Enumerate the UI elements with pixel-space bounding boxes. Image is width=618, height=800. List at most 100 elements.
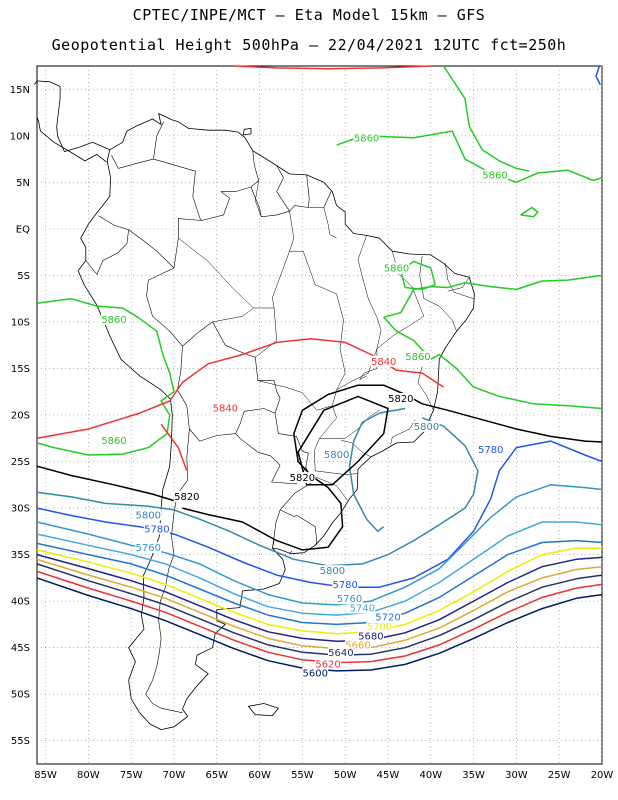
contour-value-label: 5620 [315,659,340,670]
contour-value-label: 5760 [136,543,161,554]
lon-tick-label: 80W [77,770,100,781]
height-contour [36,547,602,635]
lat-tick-label: 15N [10,85,30,96]
state-border [357,235,382,369]
contour-value-label: 5780 [144,524,169,535]
state-border [178,238,254,309]
lat-tick-label: EQ [16,224,30,235]
contour-label-background [481,169,508,181]
height-contour [36,417,479,567]
state-border [359,368,377,380]
contour-value-label: 5780 [478,445,503,456]
lat-tick-label: 20S [11,411,30,422]
contour-value-label: 5780 [332,580,357,591]
lat-tick-label: 45S [11,643,30,654]
south-america-coastline [77,113,475,730]
contour-label-background [143,523,170,535]
state-border [323,207,337,239]
country-border [279,509,318,546]
height-contour [442,65,530,172]
lon-tick-label: 85W [34,770,57,781]
country-border [235,413,309,485]
contour-label-background [345,639,372,651]
contour-label-background [302,667,329,679]
contour-value-label: 5720 [375,613,400,624]
central-america-pacific-coast [36,117,107,163]
height-contour [383,316,603,410]
country-border [289,550,293,554]
height-contour-closed [297,395,389,486]
state-border [289,250,346,406]
lon-tick-label: 65W [205,770,228,781]
map-subtitle: Geopotential Height 500hPa – 22/04/2021 … [51,36,567,54]
contour-value-label: 5680 [358,631,383,642]
contour-value-label: 5800 [320,566,345,577]
falklands-outline [248,703,279,716]
contour-value-label: 5740 [350,603,375,614]
state-border [319,410,380,439]
lon-tick-label: 40W [419,770,442,781]
contour-value-label: 5840 [213,403,238,414]
country-border [177,389,276,442]
height-contour [36,577,603,672]
state-border [447,277,470,292]
height-contour [36,337,445,440]
contour-value-label: 5700 [367,622,392,633]
contour-label-background [413,420,440,432]
contour-label-background [366,621,393,633]
contour-value-label: 5820 [290,473,315,484]
country-border [128,229,183,400]
contour-label-background [173,490,200,502]
lon-tick-label: 50W [334,770,357,781]
contour-value-label: 5860 [101,436,126,447]
contour-value-label: 5800 [324,450,349,461]
country-border [306,174,310,208]
state-border [212,211,295,323]
contour-value-label: 5760 [337,594,362,605]
contour-label-background [135,509,162,521]
contour-label-background [135,541,162,553]
contour-label-background [327,647,354,659]
contour-value-label: 5820 [174,492,199,503]
contour-label-background [336,593,363,605]
height-contour [36,521,603,616]
lat-tick-label: 50S [11,690,30,701]
height-contour [36,539,603,626]
height-contour [160,423,188,472]
contour-label-background [353,132,380,144]
axis-tick-labels: 15N 10N 5N EQ 5S 10S 15S 20S 25S 30S 35S 40S 45S 50S 5… [10,85,614,781]
contour-label-background [323,448,350,460]
contour-label-background [289,472,316,484]
coastlines-and-borders [34,80,475,730]
contour-value-label: 5640 [328,648,353,659]
state-border [255,307,277,358]
height-contour [233,65,431,70]
lat-tick-label: 10N [10,131,30,142]
contour-value-label: 5860 [354,133,379,144]
state-border [417,366,434,411]
country-border [201,150,259,221]
lat-tick-label: 35S [11,550,30,561]
contour-value-label: 5800 [414,422,439,433]
country-border [111,121,164,169]
lon-tick-label: 60W [248,770,271,781]
contour-label-background [315,658,342,670]
height-contour [400,260,436,291]
lat-tick-label: 5N [16,178,30,189]
lat-tick-label: 25S [11,457,30,468]
country-border [153,158,202,269]
state-border [257,380,333,411]
country-border [272,540,275,549]
state-border [255,180,262,217]
contour-value-label: 5820 [388,394,413,405]
height-contour [595,65,601,85]
height-contour [182,384,603,551]
lat-tick-label: 15S [11,364,30,375]
graticule [37,66,603,764]
contour-value-label: 5860 [482,171,507,182]
lon-tick-label: 55W [291,770,314,781]
contour-value-label: 5860 [384,264,409,275]
lon-tick-label: 30W [505,770,528,781]
country-border [276,165,290,212]
